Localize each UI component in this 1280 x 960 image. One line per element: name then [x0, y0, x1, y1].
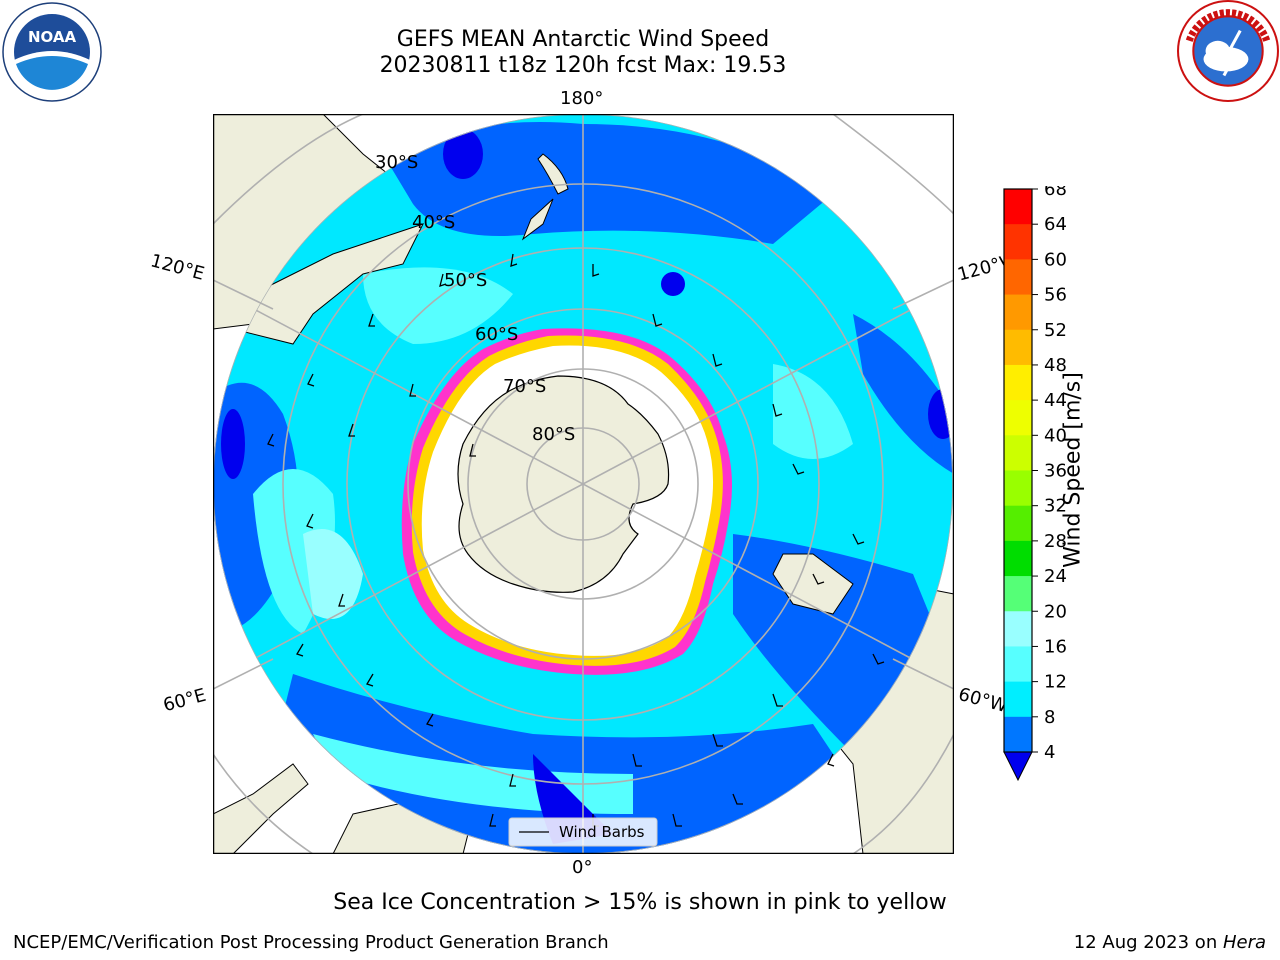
sea-ice-note: Sea Ice Concentration > 15% is shown in … — [333, 890, 947, 915]
colorbar-tick-label: 64 — [1044, 214, 1067, 235]
lat-label-60s: 60°S — [475, 324, 518, 345]
colorbar-segment — [1004, 329, 1032, 366]
lon-label-180: 180° — [560, 88, 604, 109]
graticule — [213, 114, 953, 854]
lon-label-0: 0° — [572, 857, 593, 878]
wind-barbs — [267, 253, 885, 827]
colorbar-segment — [1004, 189, 1032, 225]
lon-label-120e: 120°E — [148, 250, 207, 285]
colorbar-segment — [1004, 435, 1032, 471]
colorbar-tick-label: 12 — [1044, 672, 1067, 693]
colorbar-tick-label: 24 — [1044, 566, 1067, 587]
colorbar-segment — [1004, 364, 1032, 401]
colorbar-tick-label: 68 — [1044, 186, 1067, 200]
colorbar-tick-label: 28 — [1044, 531, 1067, 552]
colorbar-tick-label: 20 — [1044, 601, 1067, 622]
lat-label-40s: 40°S — [412, 212, 455, 233]
colorbar-segment — [1004, 294, 1032, 331]
colorbar-segment — [1004, 681, 1032, 718]
colorbar-tick-label: 60 — [1044, 249, 1067, 270]
colorbar-segment — [1004, 646, 1032, 683]
nws-logo — [1177, 0, 1279, 102]
lat-labels: 30°S 40°S 50°S 60°S 70°S 80°S — [375, 152, 575, 445]
polar-stereographic-map: 180° 30°S 40°S 50°S 60°S 70°S 80°S Wind … — [213, 114, 954, 854]
colorbar-tick-label: 56 — [1044, 285, 1067, 306]
colorbar-segment — [1004, 224, 1032, 260]
footer-credit: NCEP/EMC/Verification Post Processing Pr… — [13, 932, 609, 953]
colorbar-segment — [1004, 611, 1032, 647]
colorbar-tick-label: 52 — [1044, 320, 1067, 341]
footer-date: 12 Aug 2023 on Hera — [1074, 932, 1266, 953]
colorbar-segment — [1004, 540, 1032, 577]
colorbar-tick-label: 44 — [1044, 390, 1067, 411]
colorbar-tick-label: 40 — [1044, 425, 1067, 446]
colorbar-segment — [1004, 576, 1032, 612]
legend-label: Wind Barbs — [559, 823, 645, 841]
colorbar-tick-label: 16 — [1044, 636, 1067, 657]
wind-speed-colorbar: 68 64 60 56 52 48 44 40 36 32 28 24 20 16 12 8 4 — [1003, 186, 1067, 782]
wind-barbs-legend: Wind Barbs — [508, 817, 658, 847]
noaa-logo-text: NOAA — [28, 28, 77, 46]
lat-label-50s: 50°S — [444, 270, 487, 291]
colorbar-under-extend — [1003, 751, 1033, 782]
colorbar-segment — [1004, 505, 1032, 542]
colorbar-segment — [1004, 470, 1032, 507]
colorbar-segment — [1004, 259, 1032, 296]
colorbar-tick-label: 32 — [1044, 496, 1067, 517]
lat-label-30s: 30°S — [375, 152, 418, 173]
chart-subtitle-forecast: 20230811 t18z 120h fcst Max: 19.53 — [379, 53, 787, 78]
footer-date-text: 12 Aug 2023 on — [1073, 932, 1223, 953]
colorbar-segment — [1004, 400, 1032, 436]
colorbar-tick-label: 8 — [1044, 707, 1055, 728]
chart-title: GEFS MEAN Antarctic Wind Speed — [396, 27, 770, 52]
lat-label-70s: 70°S — [503, 376, 546, 397]
noaa-logo: NOAA — [2, 2, 102, 102]
colorbar-tick-label: 48 — [1044, 355, 1067, 376]
colorbar-label: Wind Speed [m/s] — [1060, 372, 1086, 568]
colorbar-tick-label: 36 — [1044, 461, 1067, 482]
lon-label-60e: 60°E — [161, 684, 209, 717]
lat-label-80s: 80°S — [532, 424, 575, 445]
colorbar-segment — [1004, 716, 1032, 753]
footer-host: Hera — [1222, 932, 1266, 953]
graticule-outer — [213, 114, 954, 854]
colorbar-tick-label: 4 — [1044, 742, 1055, 763]
